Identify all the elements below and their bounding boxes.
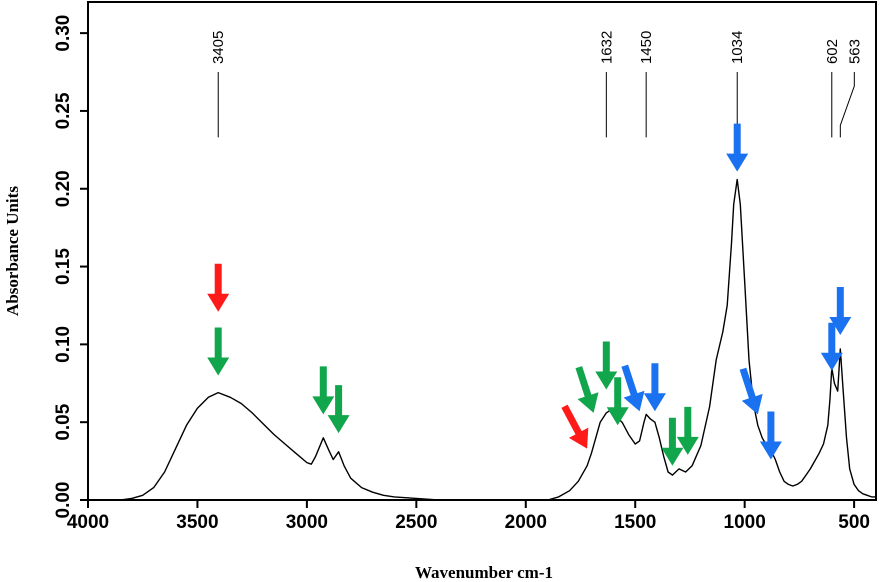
y-tick-label-group: 0.25 xyxy=(53,92,74,129)
green-arrow-marker xyxy=(207,327,230,376)
peak-label: 602 xyxy=(824,39,841,64)
red-arrow-marker xyxy=(207,263,230,312)
red-arrow-marker xyxy=(561,404,589,449)
peak-label-group: 1034 xyxy=(729,31,746,64)
peak-label-group: 1450 xyxy=(638,31,655,64)
green-arrow-marker xyxy=(676,406,699,455)
blue-arrow-marker xyxy=(829,287,852,335)
peak-label-group: 1632 xyxy=(598,31,615,64)
peak-label: 1034 xyxy=(729,31,746,64)
x-tick-label: 2500 xyxy=(395,512,437,533)
x-tick-label: 500 xyxy=(838,512,870,533)
x-tick-label: 3500 xyxy=(176,512,218,533)
plot-layer: 4000 3500 3000 2500 2000 1500 1000 500 0.00 0.05 0… xyxy=(53,1,877,533)
y-tick-label-group: 0.15 xyxy=(53,248,74,285)
peak-label: 563 xyxy=(846,39,863,64)
y-tick-label: 0.30 xyxy=(53,15,74,52)
x-tick-label: 2000 xyxy=(505,512,547,533)
y-tick-label-group: 0.00 xyxy=(53,482,74,519)
y-tick-label: 0.15 xyxy=(53,248,74,285)
y-tick-label-group: 0.30 xyxy=(53,15,74,52)
green-arrow-marker xyxy=(575,366,599,413)
y-axis-title-group: Absorbance Units xyxy=(3,186,22,316)
y-tick-label: 0.20 xyxy=(53,170,74,207)
y-tick-label-group: 0.10 xyxy=(53,326,74,363)
peak-label-group: 563 xyxy=(846,39,863,64)
y-tick-label: 0.10 xyxy=(53,326,74,363)
green-arrow-marker xyxy=(327,385,350,434)
x-tick-label: 4000 xyxy=(67,512,109,533)
x-axis-title: Wavenumber cm-1 xyxy=(415,563,553,582)
blue-arrow-marker xyxy=(739,367,763,415)
green-arrow-marker xyxy=(595,341,618,390)
blue-arrow-marker xyxy=(643,363,666,412)
green-arrow-marker xyxy=(606,377,629,426)
y-tick-label-group: 0.05 xyxy=(53,403,74,440)
peak-label: 1632 xyxy=(598,31,615,64)
peak-label: 1450 xyxy=(638,31,655,64)
peak-label: 3405 xyxy=(210,31,227,64)
y-tick-label-group: 0.20 xyxy=(53,170,74,207)
x-tick-label: 1500 xyxy=(614,512,656,533)
blue-arrow-marker xyxy=(621,364,645,412)
y-tick-label: 0.05 xyxy=(53,403,74,440)
x-tick-label: 1000 xyxy=(724,512,766,533)
green-arrow-marker xyxy=(661,417,684,466)
blue-arrow-marker xyxy=(759,411,782,460)
green-arrow-marker xyxy=(312,366,335,415)
blue-arrow-marker xyxy=(726,123,749,172)
y-axis-title: Absorbance Units xyxy=(3,186,22,316)
blue-arrow-marker xyxy=(820,322,843,371)
y-tick-label: 0.00 xyxy=(53,482,74,519)
peak-label-group: 602 xyxy=(824,39,841,64)
x-tick-label: 3000 xyxy=(286,512,328,533)
peak-marker-line xyxy=(839,72,855,138)
spectrum-line xyxy=(120,178,876,501)
y-tick-label: 0.25 xyxy=(53,92,74,129)
peak-label-group: 3405 xyxy=(210,31,227,64)
